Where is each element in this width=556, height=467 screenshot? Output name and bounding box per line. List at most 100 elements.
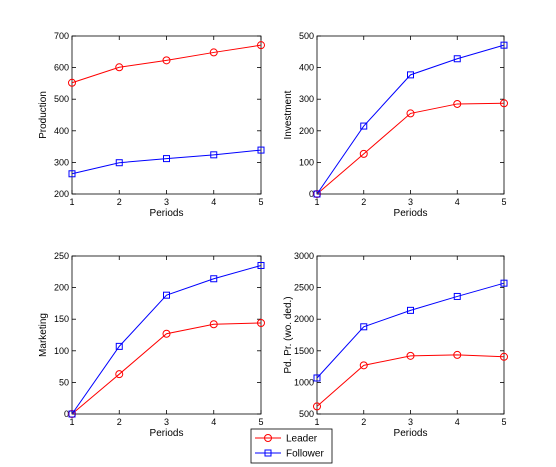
subplot-2: 1 2 3 4 5 0 100 200 300 400 500 Periods Investment	[283, 31, 508, 219]
data-point-leader	[406, 351, 415, 360]
legend: Leader Follower	[250, 428, 333, 464]
y-tick-label: 250	[54, 251, 69, 261]
data-point-leader	[453, 350, 462, 359]
data-point-leader	[209, 320, 218, 329]
y-tick-label: 400	[54, 126, 69, 136]
y-axis-label: Production	[38, 91, 49, 139]
y-tick-label: 500	[299, 31, 314, 41]
series-line-follower	[71, 149, 262, 175]
x-tick-label: 1	[69, 197, 74, 207]
data-point-follower	[453, 292, 461, 300]
y-tick-label: 1000	[294, 377, 314, 387]
x-tick-label: 1	[314, 417, 319, 427]
series-line-leader	[316, 102, 505, 195]
x-axis-label: Periods	[150, 428, 184, 439]
y-axis-label: Marketing	[38, 313, 49, 357]
data-point-follower	[163, 291, 170, 299]
y-tick-label: 100	[299, 157, 314, 167]
x-tick-label: 3	[164, 417, 169, 427]
series-line-follower	[316, 44, 505, 195]
x-tick-label: 5	[258, 417, 263, 427]
x-tick-label: 2	[117, 197, 122, 207]
series-line-leader	[71, 44, 262, 84]
data-point-leader	[359, 361, 368, 370]
x-tick-label: 4	[455, 417, 460, 427]
legend-follower-marker	[264, 449, 272, 457]
data-point-leader	[500, 352, 508, 361]
legend-box	[250, 428, 333, 464]
series-line-leader	[316, 354, 505, 407]
data-point-leader	[257, 318, 265, 327]
x-tick-label: 5	[501, 417, 506, 427]
data-point-leader	[115, 63, 124, 72]
y-tick-label: 300	[299, 94, 314, 104]
y-tick-label: 0	[309, 189, 314, 199]
y-tick-label: 50	[59, 377, 69, 387]
x-tick-label: 2	[361, 417, 366, 427]
y-axis-label: Pd. Pr. (wo. ded.)	[283, 296, 294, 373]
data-point-leader	[68, 78, 76, 87]
data-point-follower	[210, 151, 218, 159]
legend-entry-leader: Leader	[286, 434, 318, 445]
subplot-4: 1 2 3 4 5 500 1000 1500 2000 2500 3000 Periods Pd. P…	[283, 251, 508, 439]
legend-entry-follower: Follower	[286, 449, 324, 460]
data-point-follower	[257, 146, 265, 154]
x-tick-label: 2	[117, 417, 122, 427]
y-tick-label: 500	[299, 409, 314, 419]
y-tick-label: 200	[299, 126, 314, 136]
data-point-follower	[407, 71, 414, 79]
data-point-follower	[115, 159, 123, 167]
x-tick-label: 5	[258, 197, 263, 207]
data-point-follower	[360, 122, 368, 130]
data-point-follower	[115, 342, 123, 350]
data-point-leader	[500, 99, 508, 108]
x-tick-label: 3	[408, 417, 413, 427]
x-tick-label: 5	[501, 197, 506, 207]
data-point-follower	[257, 261, 265, 269]
x-tick-label: 4	[211, 197, 216, 207]
x-tick-label: 3	[408, 197, 413, 207]
data-point-follower	[453, 55, 461, 63]
legend-leader-marker	[264, 434, 272, 442]
x-tick-label: 2	[361, 197, 366, 207]
y-tick-label: 0	[64, 409, 69, 419]
data-point-follower	[313, 190, 321, 198]
data-point-follower	[163, 155, 170, 163]
x-tick-label: 1	[314, 197, 319, 207]
plot-area	[316, 255, 505, 415]
data-point-leader	[162, 329, 171, 338]
y-tick-label: 1500	[294, 346, 314, 356]
plot-area	[71, 35, 262, 195]
y-tick-label: 300	[54, 157, 69, 167]
y-tick-label: 2500	[294, 283, 314, 293]
data-point-leader	[209, 48, 218, 57]
data-point-leader	[453, 99, 462, 108]
series-line-follower	[316, 282, 505, 379]
data-point-follower	[313, 374, 321, 382]
data-point-leader	[313, 402, 321, 411]
y-tick-label: 200	[54, 283, 69, 293]
y-tick-label: 500	[54, 94, 69, 104]
data-point-leader	[406, 109, 415, 118]
data-point-leader	[115, 370, 124, 379]
x-tick-label: 4	[455, 197, 460, 207]
data-point-follower	[210, 275, 218, 283]
data-point-follower	[500, 279, 508, 287]
subplot-1: 1 2 3 4 5 200 300 400 500 600 700 Periods Production	[38, 31, 265, 219]
y-tick-label: 700	[54, 31, 69, 41]
y-axis-label: Investment	[283, 90, 294, 139]
data-point-leader	[162, 56, 171, 65]
data-point-follower	[68, 170, 76, 178]
x-axis-label: Periods	[394, 428, 428, 439]
y-tick-label: 400	[299, 63, 314, 73]
x-tick-label: 4	[211, 417, 216, 427]
y-tick-label: 200	[54, 189, 69, 199]
x-axis-label: Periods	[394, 208, 428, 219]
x-axis-label: Periods	[150, 208, 184, 219]
series-line-follower	[71, 264, 262, 415]
data-point-follower	[360, 323, 368, 331]
y-tick-label: 100	[54, 346, 69, 356]
y-tick-label: 3000	[294, 251, 314, 261]
